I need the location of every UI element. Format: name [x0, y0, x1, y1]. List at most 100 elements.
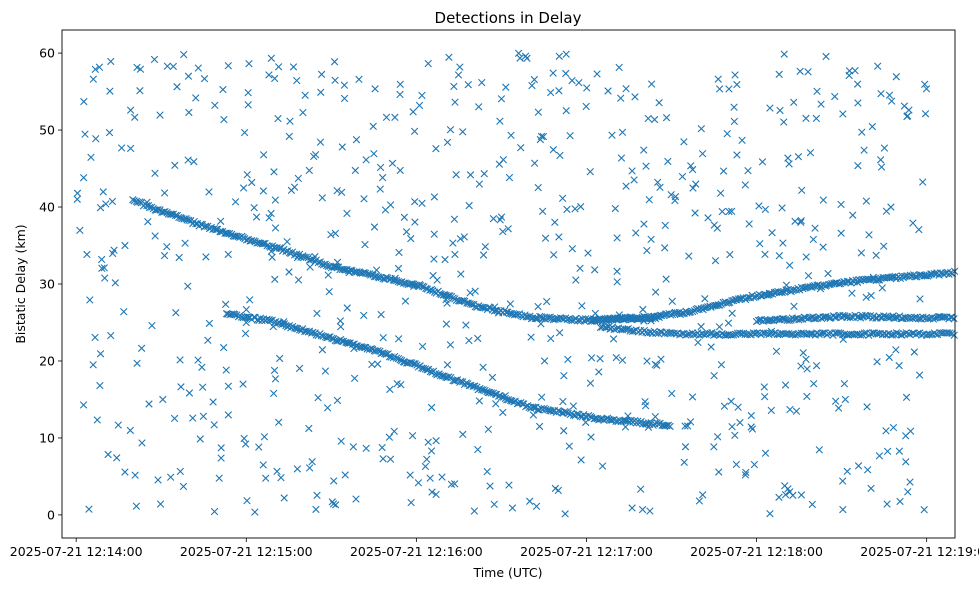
data-point [117, 144, 126, 152]
data-point [765, 291, 773, 299]
data-point [337, 323, 345, 331]
data-point [778, 288, 786, 297]
data-point [154, 205, 162, 214]
data-point [151, 232, 159, 240]
data-point [466, 289, 474, 297]
data-point [181, 239, 189, 247]
data-point [686, 308, 695, 316]
data-point [382, 350, 390, 358]
data-point [688, 165, 697, 174]
data-point [796, 67, 804, 75]
data-point [822, 52, 830, 61]
data-point [361, 240, 369, 249]
data-point [514, 49, 523, 57]
data-point [427, 447, 436, 455]
data-point [489, 214, 498, 223]
data-point [340, 81, 349, 89]
data-point [269, 322, 277, 331]
data-point [432, 490, 440, 499]
data-point [198, 363, 206, 371]
data-point [259, 151, 268, 159]
data-point [668, 389, 676, 398]
data-point [385, 433, 394, 441]
data-point [346, 266, 355, 274]
data-point [450, 215, 459, 223]
data-point [662, 113, 671, 122]
data-point [508, 504, 517, 512]
data-point [430, 255, 438, 263]
data-point [499, 408, 507, 417]
data-point [313, 309, 321, 318]
data-point [778, 315, 786, 323]
data-point [816, 284, 825, 293]
data-point [758, 158, 767, 166]
data-point [163, 243, 171, 251]
data-point [211, 101, 219, 110]
data-point [185, 389, 194, 397]
data-point [239, 380, 247, 388]
data-point [860, 329, 869, 337]
data-point [318, 194, 326, 202]
data-point [386, 455, 395, 463]
data-point [224, 411, 233, 419]
data-point [392, 354, 401, 362]
data-point [854, 161, 862, 170]
data-point [530, 403, 538, 412]
data-point [590, 415, 598, 423]
data-point [709, 331, 718, 339]
data-point [179, 482, 188, 491]
data-point [538, 393, 546, 401]
data-point [534, 183, 542, 192]
data-point [176, 467, 185, 476]
data-point [555, 233, 563, 241]
data-point [423, 455, 431, 464]
data-point [355, 75, 363, 84]
data-point [517, 143, 525, 152]
data-point [642, 162, 650, 170]
data-point [926, 331, 934, 339]
data-point [540, 357, 549, 365]
data-point [370, 150, 378, 158]
data-point [664, 157, 672, 166]
data-point [865, 231, 873, 239]
data-point [729, 331, 738, 339]
data-point [636, 485, 645, 493]
data-point [615, 311, 623, 319]
data-point [569, 402, 578, 410]
data-point [287, 186, 296, 195]
data-point [280, 494, 288, 502]
chart-title: Detections in Delay [435, 9, 582, 27]
data-point [408, 431, 417, 440]
data-point [618, 356, 627, 364]
data-point [506, 300, 515, 308]
data-point [328, 334, 336, 342]
data-point [849, 211, 857, 219]
data-point [876, 156, 885, 164]
data-point [536, 135, 545, 144]
data-point [812, 315, 820, 323]
data-point [87, 153, 95, 161]
x-axis-label: Time (UTC) [472, 565, 542, 580]
data-point [260, 433, 269, 441]
data-point [312, 505, 320, 514]
data-point [457, 270, 465, 278]
data-point [760, 392, 769, 401]
data-point [698, 491, 707, 499]
data-point [327, 231, 335, 239]
data-point [902, 458, 910, 466]
data-point [922, 85, 931, 93]
data-point [415, 101, 424, 110]
data-point [714, 75, 722, 83]
data-point [528, 81, 536, 90]
data-point [200, 75, 209, 83]
data-point [655, 99, 663, 107]
data-point [492, 400, 500, 408]
data-point [306, 263, 314, 271]
data-point [491, 390, 499, 398]
data-point [790, 302, 798, 310]
data-point [568, 244, 577, 253]
data-point [333, 258, 342, 267]
data-point [785, 160, 793, 168]
data-point [562, 50, 570, 58]
data-point [863, 466, 872, 474]
